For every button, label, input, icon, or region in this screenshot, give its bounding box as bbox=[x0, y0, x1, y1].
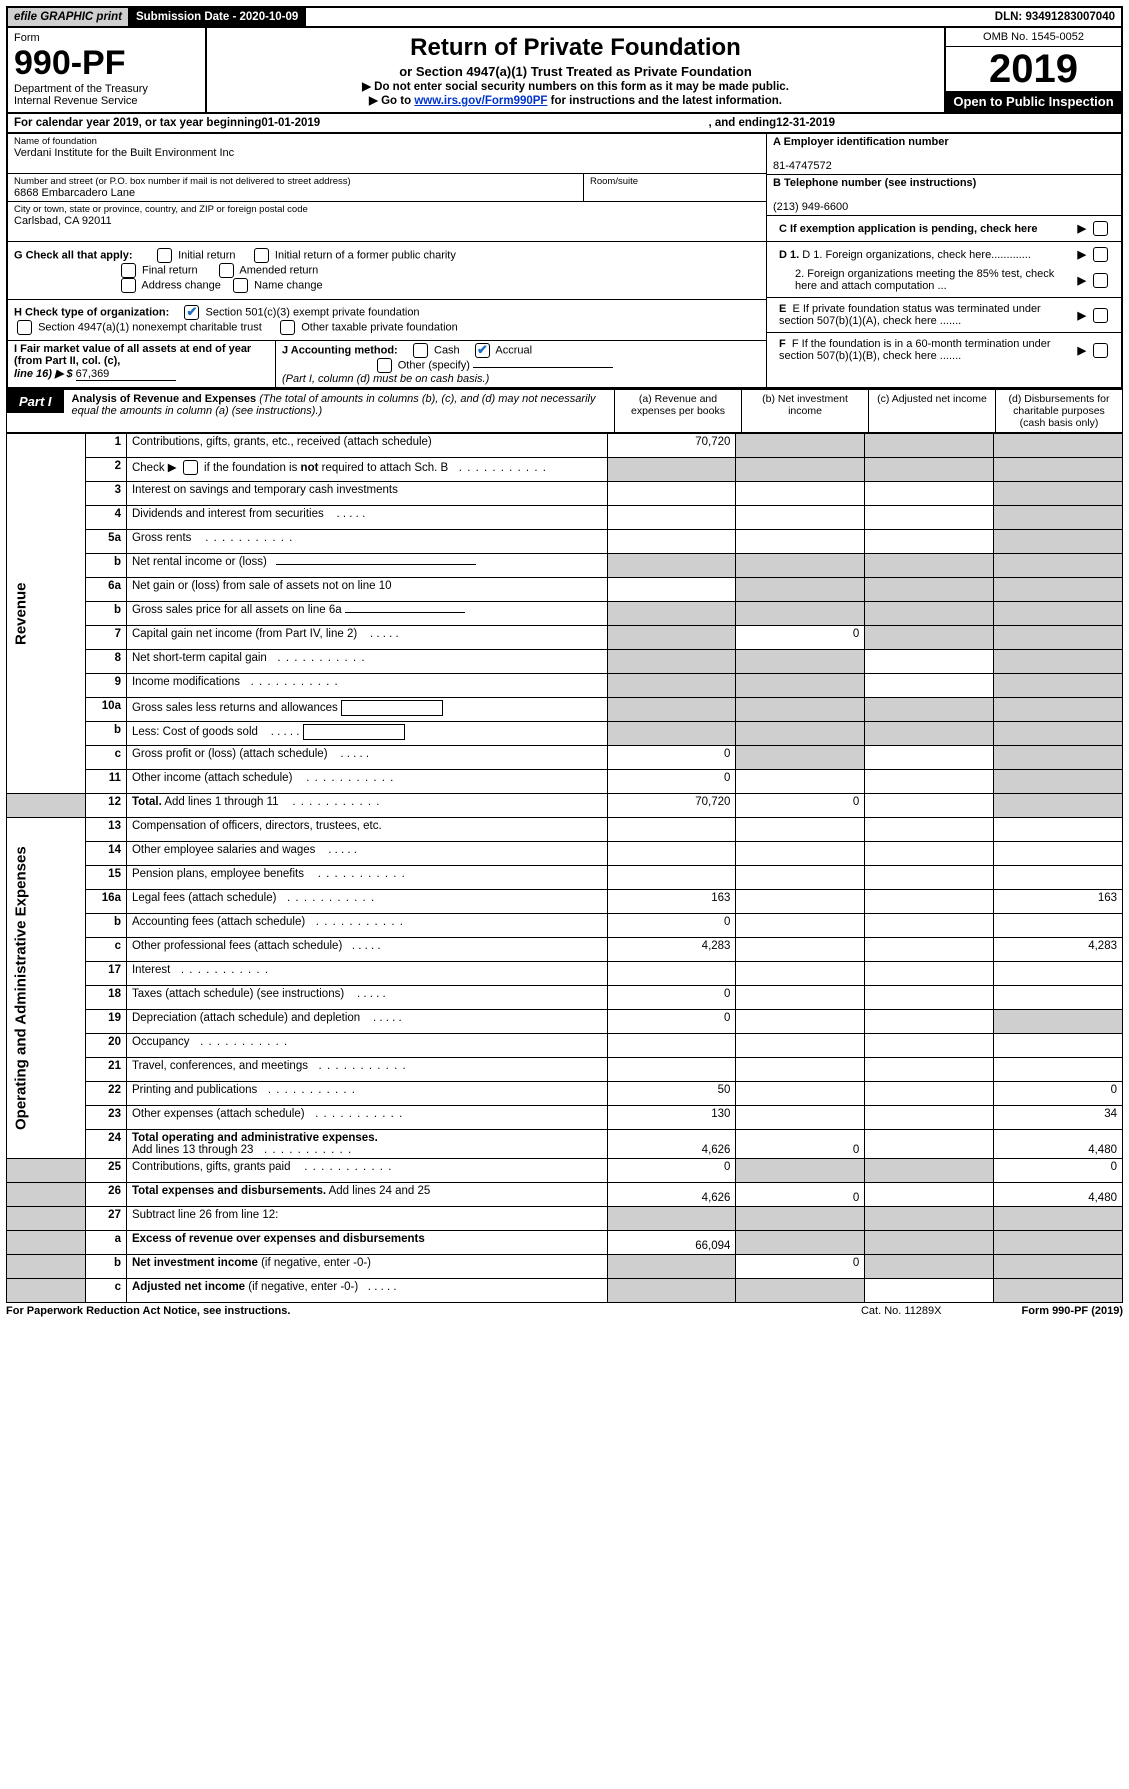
checkbox-name-change[interactable] bbox=[233, 278, 248, 293]
submission-date: Submission Date - 2020-10-09 bbox=[130, 8, 306, 26]
d2-label: 2. Foreign organizations meeting the 85%… bbox=[779, 268, 1074, 292]
checkbox-sch-b[interactable] bbox=[183, 460, 198, 475]
j-note: (Part I, column (d) must be on cash basi… bbox=[282, 373, 489, 385]
revenue-section-label: Revenue bbox=[7, 434, 86, 794]
calendar-year-row: For calendar year 2019, or tax year begi… bbox=[6, 114, 1123, 134]
addr-label: Number and street (or P.O. box number if… bbox=[14, 176, 577, 187]
checkbox-60month[interactable] bbox=[1093, 343, 1108, 358]
checkbox-other-method[interactable] bbox=[377, 358, 392, 373]
checkbox-501c3[interactable]: ✔ bbox=[184, 305, 199, 320]
checkbox-4947[interactable] bbox=[17, 320, 32, 335]
omb-number: OMB No. 1545-0052 bbox=[946, 28, 1121, 47]
room-label: Room/suite bbox=[590, 176, 760, 187]
d1-label: D 1. D 1. Foreign organizations, check h… bbox=[779, 249, 1074, 261]
e-label: E E If private foundation status was ter… bbox=[779, 303, 1074, 327]
street-address: 6868 Embarcadero Lane bbox=[14, 187, 577, 199]
irs-link[interactable]: www.irs.gov/Form990PF bbox=[414, 95, 547, 107]
irs-label: Internal Revenue Service bbox=[14, 95, 199, 107]
form-title: Return of Private Foundation bbox=[215, 34, 936, 62]
checkbox-address-change[interactable] bbox=[121, 278, 136, 293]
col-c-header: (c) Adjusted net income bbox=[868, 390, 995, 432]
checkbox-other-taxable[interactable] bbox=[280, 320, 295, 335]
paperwork-notice: For Paperwork Reduction Act Notice, see … bbox=[6, 1305, 861, 1317]
c-label: C If exemption application is pending, c… bbox=[779, 223, 1074, 235]
efile-label: efile GRAPHIC print bbox=[8, 8, 130, 26]
bullet-1: ▶ Do not enter social security numbers o… bbox=[215, 79, 936, 93]
checkbox-terminated[interactable] bbox=[1093, 308, 1108, 323]
phone-label: B Telephone number (see instructions) bbox=[773, 177, 976, 189]
checkbox-final-return[interactable] bbox=[121, 263, 136, 278]
col-a-header: (a) Revenue and expenses per books bbox=[614, 390, 741, 432]
bullet-2: ▶ Go to www.irs.gov/Form990PF for instru… bbox=[215, 93, 936, 107]
form-header: Form 990-PF Department of the Treasury I… bbox=[6, 28, 1123, 114]
part1-label: Part I bbox=[7, 390, 64, 413]
form-subtitle: or Section 4947(a)(1) Trust Treated as P… bbox=[215, 64, 936, 79]
cat-no: Cat. No. 11289X bbox=[861, 1305, 1022, 1317]
ein-label: A Employer identification number bbox=[773, 136, 949, 148]
checkbox-accrual[interactable]: ✔ bbox=[475, 343, 490, 358]
top-bar: efile GRAPHIC print Submission Date - 20… bbox=[6, 6, 1123, 28]
checkbox-exemption-pending[interactable] bbox=[1093, 221, 1108, 236]
f-label: F F If the foundation is in a 60-month t… bbox=[779, 338, 1074, 362]
footer: For Paperwork Reduction Act Notice, see … bbox=[6, 1303, 1123, 1317]
col-d-header: (d) Disbursements for charitable purpose… bbox=[995, 390, 1122, 432]
phone-value: (213) 949-6600 bbox=[773, 201, 848, 213]
checkbox-initial-public[interactable] bbox=[254, 248, 269, 263]
h-label: H Check type of organization: bbox=[14, 306, 169, 318]
city-label: City or town, state or province, country… bbox=[14, 204, 760, 215]
fmv-value: 67,369 bbox=[76, 368, 176, 381]
foundation-name: Verdani Institute for the Built Environm… bbox=[14, 147, 760, 159]
tax-year: 2019 bbox=[946, 47, 1121, 91]
part1-table: Revenue 1Contributions, gifts, grants, e… bbox=[6, 433, 1123, 1303]
open-public: Open to Public Inspection bbox=[946, 91, 1121, 112]
i-label: I Fair market value of all assets at end… bbox=[14, 343, 251, 367]
dept-label: Department of the Treasury bbox=[14, 83, 199, 95]
checkbox-amended[interactable] bbox=[219, 263, 234, 278]
checkbox-85pct[interactable] bbox=[1093, 273, 1108, 288]
form-number: 990-PF bbox=[14, 44, 199, 83]
city-value: Carlsbad, CA 92011 bbox=[14, 215, 760, 227]
g-label: G Check all that apply: bbox=[14, 249, 133, 261]
form-label: Form bbox=[14, 32, 199, 44]
checkbox-cash[interactable] bbox=[413, 343, 428, 358]
j-label: J Accounting method: bbox=[282, 344, 398, 356]
col-b-header: (b) Net investment income bbox=[741, 390, 868, 432]
ein-value: 81-4747572 bbox=[773, 160, 832, 172]
part1-header: Part I Analysis of Revenue and Expenses … bbox=[6, 389, 1123, 433]
expenses-section-label: Operating and Administrative Expenses bbox=[7, 818, 86, 1159]
info-grid: Name of foundation Verdani Institute for… bbox=[6, 134, 1123, 389]
dln-label: DLN: 93491283007040 bbox=[989, 8, 1121, 26]
form-footer: Form 990-PF (2019) bbox=[1022, 1305, 1124, 1317]
checkbox-initial-return[interactable] bbox=[157, 248, 172, 263]
checkbox-foreign-org[interactable] bbox=[1093, 247, 1108, 262]
name-label: Name of foundation bbox=[14, 136, 760, 147]
